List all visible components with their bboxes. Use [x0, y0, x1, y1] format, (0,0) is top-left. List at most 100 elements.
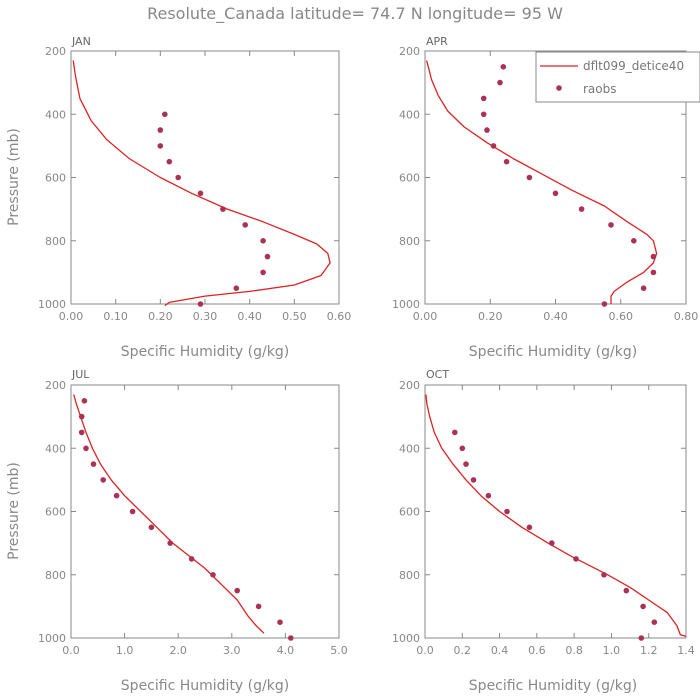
y-tick-label: 400: [45, 108, 66, 121]
obs-point: [78, 429, 85, 436]
obs-point: [490, 143, 497, 149]
x-tick-label: 0.4: [491, 644, 509, 657]
obs-point: [197, 190, 204, 197]
plot-area: 0.00 0.20 0.40 0.60 0.80 200 400 600 800 1000: [392, 45, 698, 323]
y-tick-label: 400: [399, 442, 420, 455]
y-tick-label: 600: [399, 506, 420, 519]
y-tick-label: 200: [45, 45, 66, 58]
figure-title: Resolute_Canada latitude= 74.7 N longitu…: [147, 4, 563, 24]
legend-model-label: dflt099_detice40: [583, 59, 684, 73]
plot-area: 0.0 0.2 0.4 0.6 0.8 1.0 1.2 1.4 200 400 600 800 1000: [392, 379, 695, 657]
y-tick-label: 600: [45, 506, 66, 519]
y-tick-label: 1000: [392, 298, 420, 311]
obs-point: [277, 619, 283, 625]
obs-point: [100, 477, 106, 483]
x-tick-label: 0.60: [327, 310, 352, 323]
x-tick-label: 0.30: [193, 310, 218, 323]
x-tick-label: 2.0: [169, 644, 187, 657]
obs-point: [552, 190, 559, 197]
legend: dflt099_detice40 raobs: [535, 51, 700, 103]
y-tick-label: 200: [399, 379, 420, 392]
obs-point: [526, 174, 533, 181]
legend-box: [535, 51, 700, 103]
obs-point: [255, 603, 262, 610]
obs-point: [166, 158, 173, 165]
panel-jul: JUL 0.0 1.0 2.0 3.0 4.0 5.0 200 400 600 800 1000 S…: [6, 368, 348, 694]
y-axis-title: Pressure (mb): [6, 462, 22, 560]
panel-label: OCT: [426, 368, 449, 381]
x-tick-label: 0.80: [674, 310, 699, 323]
legend-obs-label: raobs: [583, 82, 617, 96]
x-tick-label: 5.0: [330, 644, 348, 657]
obs-point: [113, 492, 120, 499]
obs-point: [503, 158, 510, 165]
y-tick-label: 1000: [38, 298, 66, 311]
x-axis-title: Specific Humidity (g/kg): [121, 678, 289, 694]
obs-point: [210, 572, 216, 578]
model-profile-line: [425, 394, 687, 638]
x-tick-label: 0.50: [282, 310, 307, 323]
y-tick-label: 200: [399, 45, 420, 58]
model-profile-line: [425, 60, 658, 304]
obs-point: [504, 508, 510, 515]
obs-point: [526, 524, 533, 531]
obs-point: [175, 174, 181, 181]
obs-point: [148, 524, 155, 531]
x-axis-title: Specific Humidity (g/kg): [469, 344, 637, 360]
x-tick-label: 4.0: [277, 644, 295, 657]
panel-label: APR: [426, 35, 448, 48]
panel-apr: APR 0.00 0.20 0.40 0.60 0.80 200 400 600 800 1000…: [392, 35, 698, 360]
y-tick-label: 800: [399, 569, 420, 582]
obs-point: [470, 477, 477, 483]
y-tick-label: 800: [45, 569, 66, 582]
obs-point: [452, 429, 458, 436]
obs-point: [638, 635, 645, 641]
obs-point: [485, 492, 492, 499]
obs-point: [480, 95, 487, 102]
x-tick-label: 1.0: [603, 644, 621, 657]
plot-area: 0.0 1.0 2.0 3.0 4.0 5.0 200 400 600 800 1000: [38, 379, 348, 657]
x-tick-label: 1.2: [640, 644, 658, 657]
x-tick-label: 0.20: [478, 310, 503, 323]
obs-point: [81, 398, 88, 404]
obs-point: [260, 269, 266, 276]
obs-point: [623, 587, 630, 594]
obs-point: [573, 556, 579, 562]
y-tick-label: 200: [45, 379, 66, 392]
x-tick-label: 0.60: [609, 310, 634, 323]
x-tick-label: 1.4: [677, 644, 695, 657]
obs-point: [651, 619, 658, 625]
x-tick-label: 0.00: [59, 310, 84, 323]
obs-point: [167, 540, 173, 546]
obs-point: [260, 238, 266, 244]
x-tick-label: 0.2: [454, 644, 472, 657]
obs-point: [242, 222, 248, 228]
y-tick-label: 1000: [38, 632, 66, 645]
plot-frame: [70, 50, 340, 305]
x-tick-label: 0.8: [565, 644, 583, 657]
obs-point: [129, 508, 136, 515]
y-tick-label: 400: [45, 442, 66, 455]
x-tick-label: 0.00: [413, 310, 438, 323]
obs-point: [234, 587, 240, 594]
plot-area: 0.00 0.10 0.20 0.30 0.40 0.50 0.60 200 400 600 800…: [38, 45, 351, 323]
panel-label: JUL: [71, 368, 90, 381]
x-tick-label: 0.0: [62, 644, 80, 657]
obs-point: [264, 253, 271, 260]
obs-point: [197, 301, 204, 307]
x-tick-label: 3.0: [223, 644, 241, 657]
x-tick-label: 1.0: [116, 644, 134, 657]
obs-point: [162, 111, 168, 118]
obs-point: [288, 635, 294, 641]
obs-point: [188, 556, 195, 562]
obs-point: [601, 301, 608, 307]
obs-point: [157, 127, 164, 133]
obs-point: [640, 603, 646, 610]
panel-jan: JAN 0.00 0.10 0.20 0.30 0.40 0.50 0.60 200 400 60…: [6, 35, 351, 360]
obs-point: [650, 253, 657, 260]
obs-point: [497, 79, 503, 86]
y-tick-label: 800: [399, 235, 420, 248]
panel-oct: OCT 0.0 0.2 0.4 0.6 0.8 1.0 1.2 1.4 200 400 600 800…: [392, 368, 695, 694]
obs-point: [459, 445, 466, 452]
